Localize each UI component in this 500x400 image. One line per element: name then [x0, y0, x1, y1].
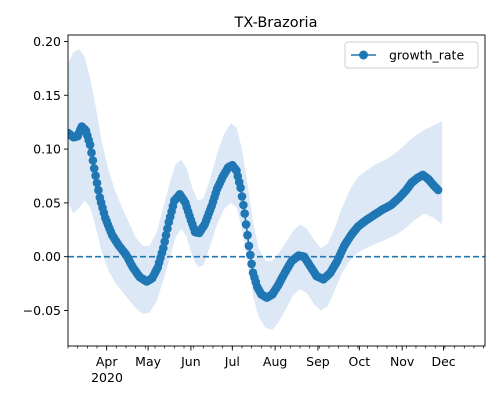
data-point [161, 230, 171, 240]
data-point [94, 185, 103, 195]
data-point [240, 209, 249, 218]
x-tick-label: Aug [263, 354, 287, 369]
y-tick-label: 0.05 [33, 195, 61, 210]
x-tick-label: Sep [306, 354, 330, 369]
data-point [239, 200, 248, 210]
data-point [246, 250, 255, 260]
data-point [243, 230, 252, 240]
growth-rate-markers [68, 122, 443, 302]
data-point [91, 171, 100, 180]
legend-entry-growth-rate: growth_rate [389, 48, 464, 63]
data-point [163, 224, 172, 233]
data-point [89, 164, 99, 173]
y-tick-label: 0.20 [33, 34, 61, 49]
legend: growth_rate [344, 41, 479, 69]
x-tick-label: Dec [431, 354, 455, 369]
y-tick-label: 0.15 [33, 88, 61, 103]
data-point [236, 183, 245, 193]
data-point [237, 192, 247, 201]
data-point [241, 220, 251, 229]
x-axis: Apr May Jun Jul Aug Sep Oct Nov Dec [67, 346, 484, 369]
data-point [88, 156, 98, 165]
x-tick-label: May [135, 354, 161, 369]
legend-box [344, 41, 479, 69]
x-tick-label: Nov [390, 354, 415, 369]
data-point [244, 241, 254, 251]
data-point [160, 237, 169, 246]
x-tick-label: Jun [180, 354, 201, 369]
data-point [247, 259, 256, 269]
chart-title: TX-Brazoria [234, 15, 318, 31]
x-tick-label: Jul [224, 354, 240, 369]
y-tick-label: 0.00 [33, 249, 61, 264]
data-point [159, 243, 168, 253]
y-tick-label: 0.10 [33, 142, 61, 157]
y-tick-label: −0.05 [23, 303, 61, 318]
legend-marker-swatch [359, 50, 368, 60]
plot-frame [67, 34, 486, 347]
y-axis: −0.05 0.00 0.05 0.10 0.15 0.20 [23, 34, 68, 318]
x-tick-label: Oct [349, 354, 371, 369]
x-tick-label: Apr [96, 354, 118, 369]
data-point [85, 140, 95, 150]
data-point [433, 185, 443, 195]
x-year-label: 2020 [91, 370, 123, 385]
data-point [92, 178, 102, 188]
data-point [87, 148, 96, 157]
